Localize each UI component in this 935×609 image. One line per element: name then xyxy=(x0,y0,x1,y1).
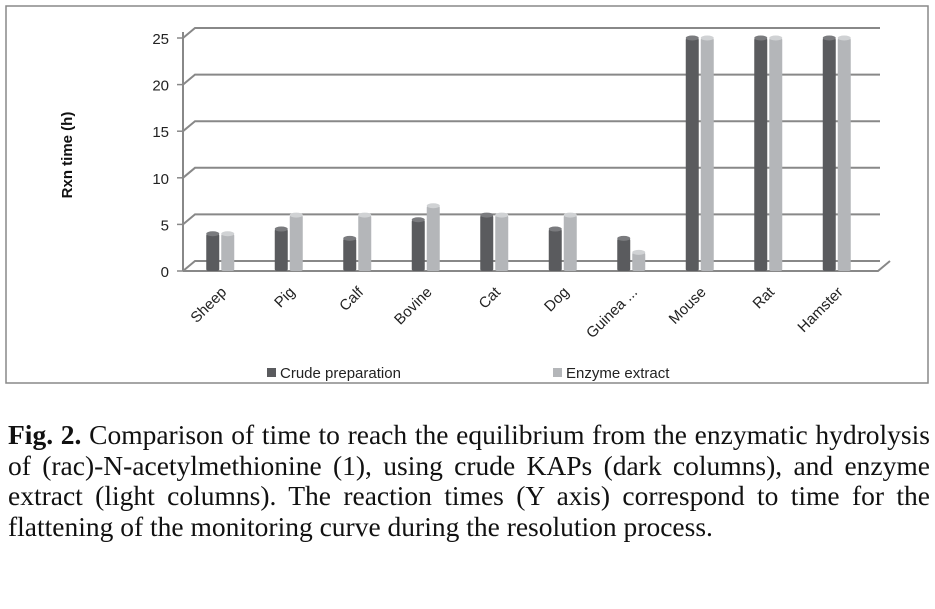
bar-enzyme-extract xyxy=(358,215,372,271)
gridline xyxy=(182,166,880,179)
bar-enzyme-extract xyxy=(769,38,783,271)
bar-cap xyxy=(632,249,646,255)
bar-crude-preparation xyxy=(617,238,631,271)
bar-cap xyxy=(822,35,836,41)
gridline xyxy=(182,73,880,86)
bar-enzyme-extract xyxy=(632,252,646,271)
bar-crude-preparation xyxy=(480,215,494,271)
legend-swatch xyxy=(267,368,276,377)
y-tick-label: 15 xyxy=(152,124,169,141)
bar-enzyme-extract xyxy=(495,215,509,271)
bar-enzyme-extract xyxy=(563,215,577,271)
gridline xyxy=(182,260,880,272)
y-tick-label: 10 xyxy=(152,171,169,188)
bar-crude-preparation xyxy=(274,229,288,271)
y-tick-label: 20 xyxy=(152,78,169,95)
figure-caption: Fig. 2. Comparison of time to reach the … xyxy=(8,419,930,542)
bar-cap xyxy=(495,212,509,218)
y-tick-label: 5 xyxy=(161,217,169,234)
bar-cap xyxy=(289,212,303,218)
bar-crude-preparation xyxy=(343,238,357,271)
bar-cap xyxy=(837,35,851,41)
bar-crude-preparation xyxy=(411,219,425,271)
bar-crude-preparation xyxy=(685,38,699,271)
bar-cap xyxy=(426,203,440,209)
bar-cap xyxy=(206,231,220,237)
bar-cap xyxy=(343,235,357,241)
bar-cap xyxy=(617,235,631,241)
bar-cap xyxy=(274,226,288,232)
caption-label: Fig. 2. xyxy=(8,419,82,450)
bar-cap xyxy=(700,35,714,41)
legend-swatch xyxy=(553,368,562,377)
bar-cap xyxy=(480,212,494,218)
bar-enzyme-extract xyxy=(837,38,851,271)
chart-frame xyxy=(5,5,929,384)
bar-crude-preparation xyxy=(206,233,220,271)
bar-enzyme-extract xyxy=(700,38,714,271)
bar-cap xyxy=(548,226,562,232)
bar-enzyme-extract xyxy=(426,205,440,271)
bar-enzyme-extract xyxy=(221,233,235,271)
bar-crude-preparation xyxy=(548,229,562,271)
bar-cap xyxy=(685,35,699,41)
bar-cap xyxy=(358,212,372,218)
legend-label: Enzyme extract xyxy=(566,365,670,382)
y-axis-label: Rxn time (h) xyxy=(59,112,76,199)
bar-cap xyxy=(221,231,235,237)
y-tick-label: 25 xyxy=(152,31,169,48)
bar-enzyme-extract xyxy=(289,215,303,271)
gridline xyxy=(182,27,880,39)
bar-crude-preparation xyxy=(822,38,836,271)
caption-text: Comparison of time to reach the equilibr… xyxy=(8,419,930,542)
bar-cap xyxy=(563,212,577,218)
bar-crude-preparation xyxy=(754,38,768,271)
bar-cap xyxy=(411,217,425,223)
bar-cap xyxy=(754,35,768,41)
y-tick-label: 0 xyxy=(161,264,169,281)
gridline xyxy=(182,213,880,226)
gridline xyxy=(182,120,880,132)
legend-label: Crude preparation xyxy=(280,365,401,382)
bar-cap xyxy=(769,35,783,41)
